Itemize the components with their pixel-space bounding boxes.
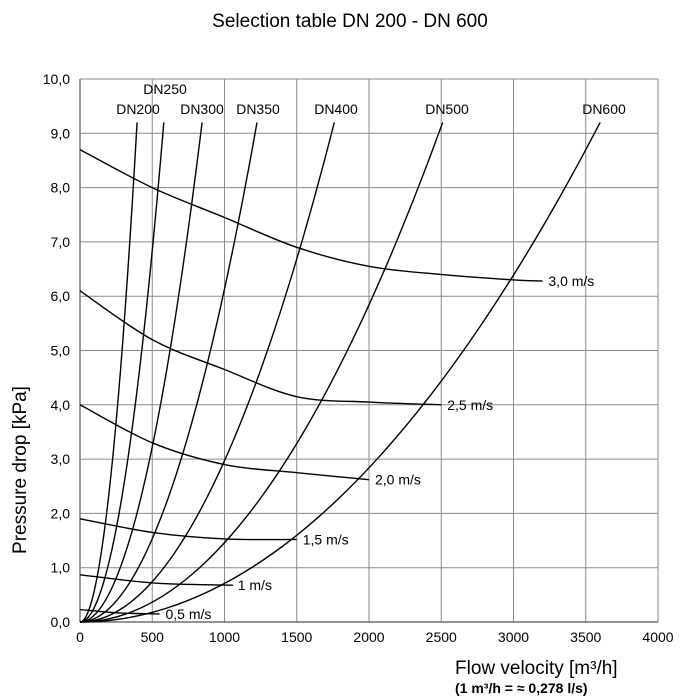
x-axis-label: Flow velocity [m³/h] xyxy=(455,658,618,679)
label-velocity: 3,0 m/s xyxy=(548,273,594,289)
y-tick-label: 2,0 xyxy=(51,505,71,521)
label-velocity: 0,5 m/s xyxy=(165,606,211,622)
label-dn400: DN400 xyxy=(314,101,358,117)
x-tick-labels: 0 500 1000 1500 2000 2500 3000 3500 4000 xyxy=(76,629,674,645)
curve-dn250 xyxy=(79,122,165,623)
chart-title: Selection table DN 200 - DN 600 xyxy=(212,11,488,32)
grid xyxy=(79,78,659,623)
label-dn500: DN500 xyxy=(425,101,469,117)
y-axis-label: Pressure drop [kPa] xyxy=(10,386,31,554)
curve-velocity-0 xyxy=(79,148,543,282)
label-dn300: DN300 xyxy=(180,101,224,117)
label-dn600: DN600 xyxy=(582,101,626,117)
x-tick-label: 3000 xyxy=(498,629,529,645)
label-dn250: DN250 xyxy=(143,81,187,97)
label-velocity: 1,5 m/s xyxy=(303,531,349,547)
curve-velocity-5 xyxy=(79,608,160,615)
y-tick-label: 3,0 xyxy=(51,451,71,467)
y-tick-label: 5,0 xyxy=(51,343,71,359)
curve-dn500 xyxy=(79,122,444,623)
curves xyxy=(79,122,601,623)
curve-velocity-2 xyxy=(79,404,370,481)
label-velocity: 2,0 m/s xyxy=(375,472,421,488)
x-tick-label: 0 xyxy=(76,629,84,645)
label-dn200: DN200 xyxy=(116,101,160,117)
x-tick-label: 1000 xyxy=(209,629,240,645)
y-tick-label: 4,0 xyxy=(51,397,71,413)
y-tick-label: 10,0 xyxy=(43,71,70,87)
x-tick-label: 3500 xyxy=(570,629,601,645)
x-tick-label: 500 xyxy=(141,629,165,645)
x-axis-note: (1 m³/h = ≈ 0,278 l/s) xyxy=(455,680,588,696)
x-tick-label: 4000 xyxy=(642,629,673,645)
y-tick-label: 9,0 xyxy=(51,125,71,141)
y-tick-labels: 0,0 1,0 2,0 3,0 4,0 5,0 6,0 7,0 8,0 9,0 10,0 xyxy=(43,71,70,630)
label-velocity: 2,5 m/s xyxy=(447,397,493,413)
curve-dn200 xyxy=(79,122,138,623)
x-tick-label: 2500 xyxy=(426,629,457,645)
x-tick-label: 1500 xyxy=(281,629,312,645)
y-tick-label: 6,0 xyxy=(51,288,71,304)
y-tick-label: 0,0 xyxy=(51,614,71,630)
curve-dn350 xyxy=(79,122,258,623)
y-tick-label: 8,0 xyxy=(51,180,71,196)
curve-dn600 xyxy=(79,122,601,623)
x-tick-label: 2000 xyxy=(353,629,384,645)
curve-velocity-4 xyxy=(79,574,234,586)
y-tick-label: 1,0 xyxy=(51,560,71,576)
label-dn350: DN350 xyxy=(236,101,280,117)
curve-labels: DN200 DN250 DN300 DN350 DN400 DN500 DN600 3,0 m… xyxy=(116,81,626,622)
y-tick-label: 7,0 xyxy=(51,234,71,250)
label-velocity: 1 m/s xyxy=(238,577,272,593)
curve-velocity-3 xyxy=(79,518,297,541)
curve-dn300 xyxy=(79,122,203,623)
curve-dn400 xyxy=(79,122,335,623)
curve-velocity-1 xyxy=(79,290,442,406)
